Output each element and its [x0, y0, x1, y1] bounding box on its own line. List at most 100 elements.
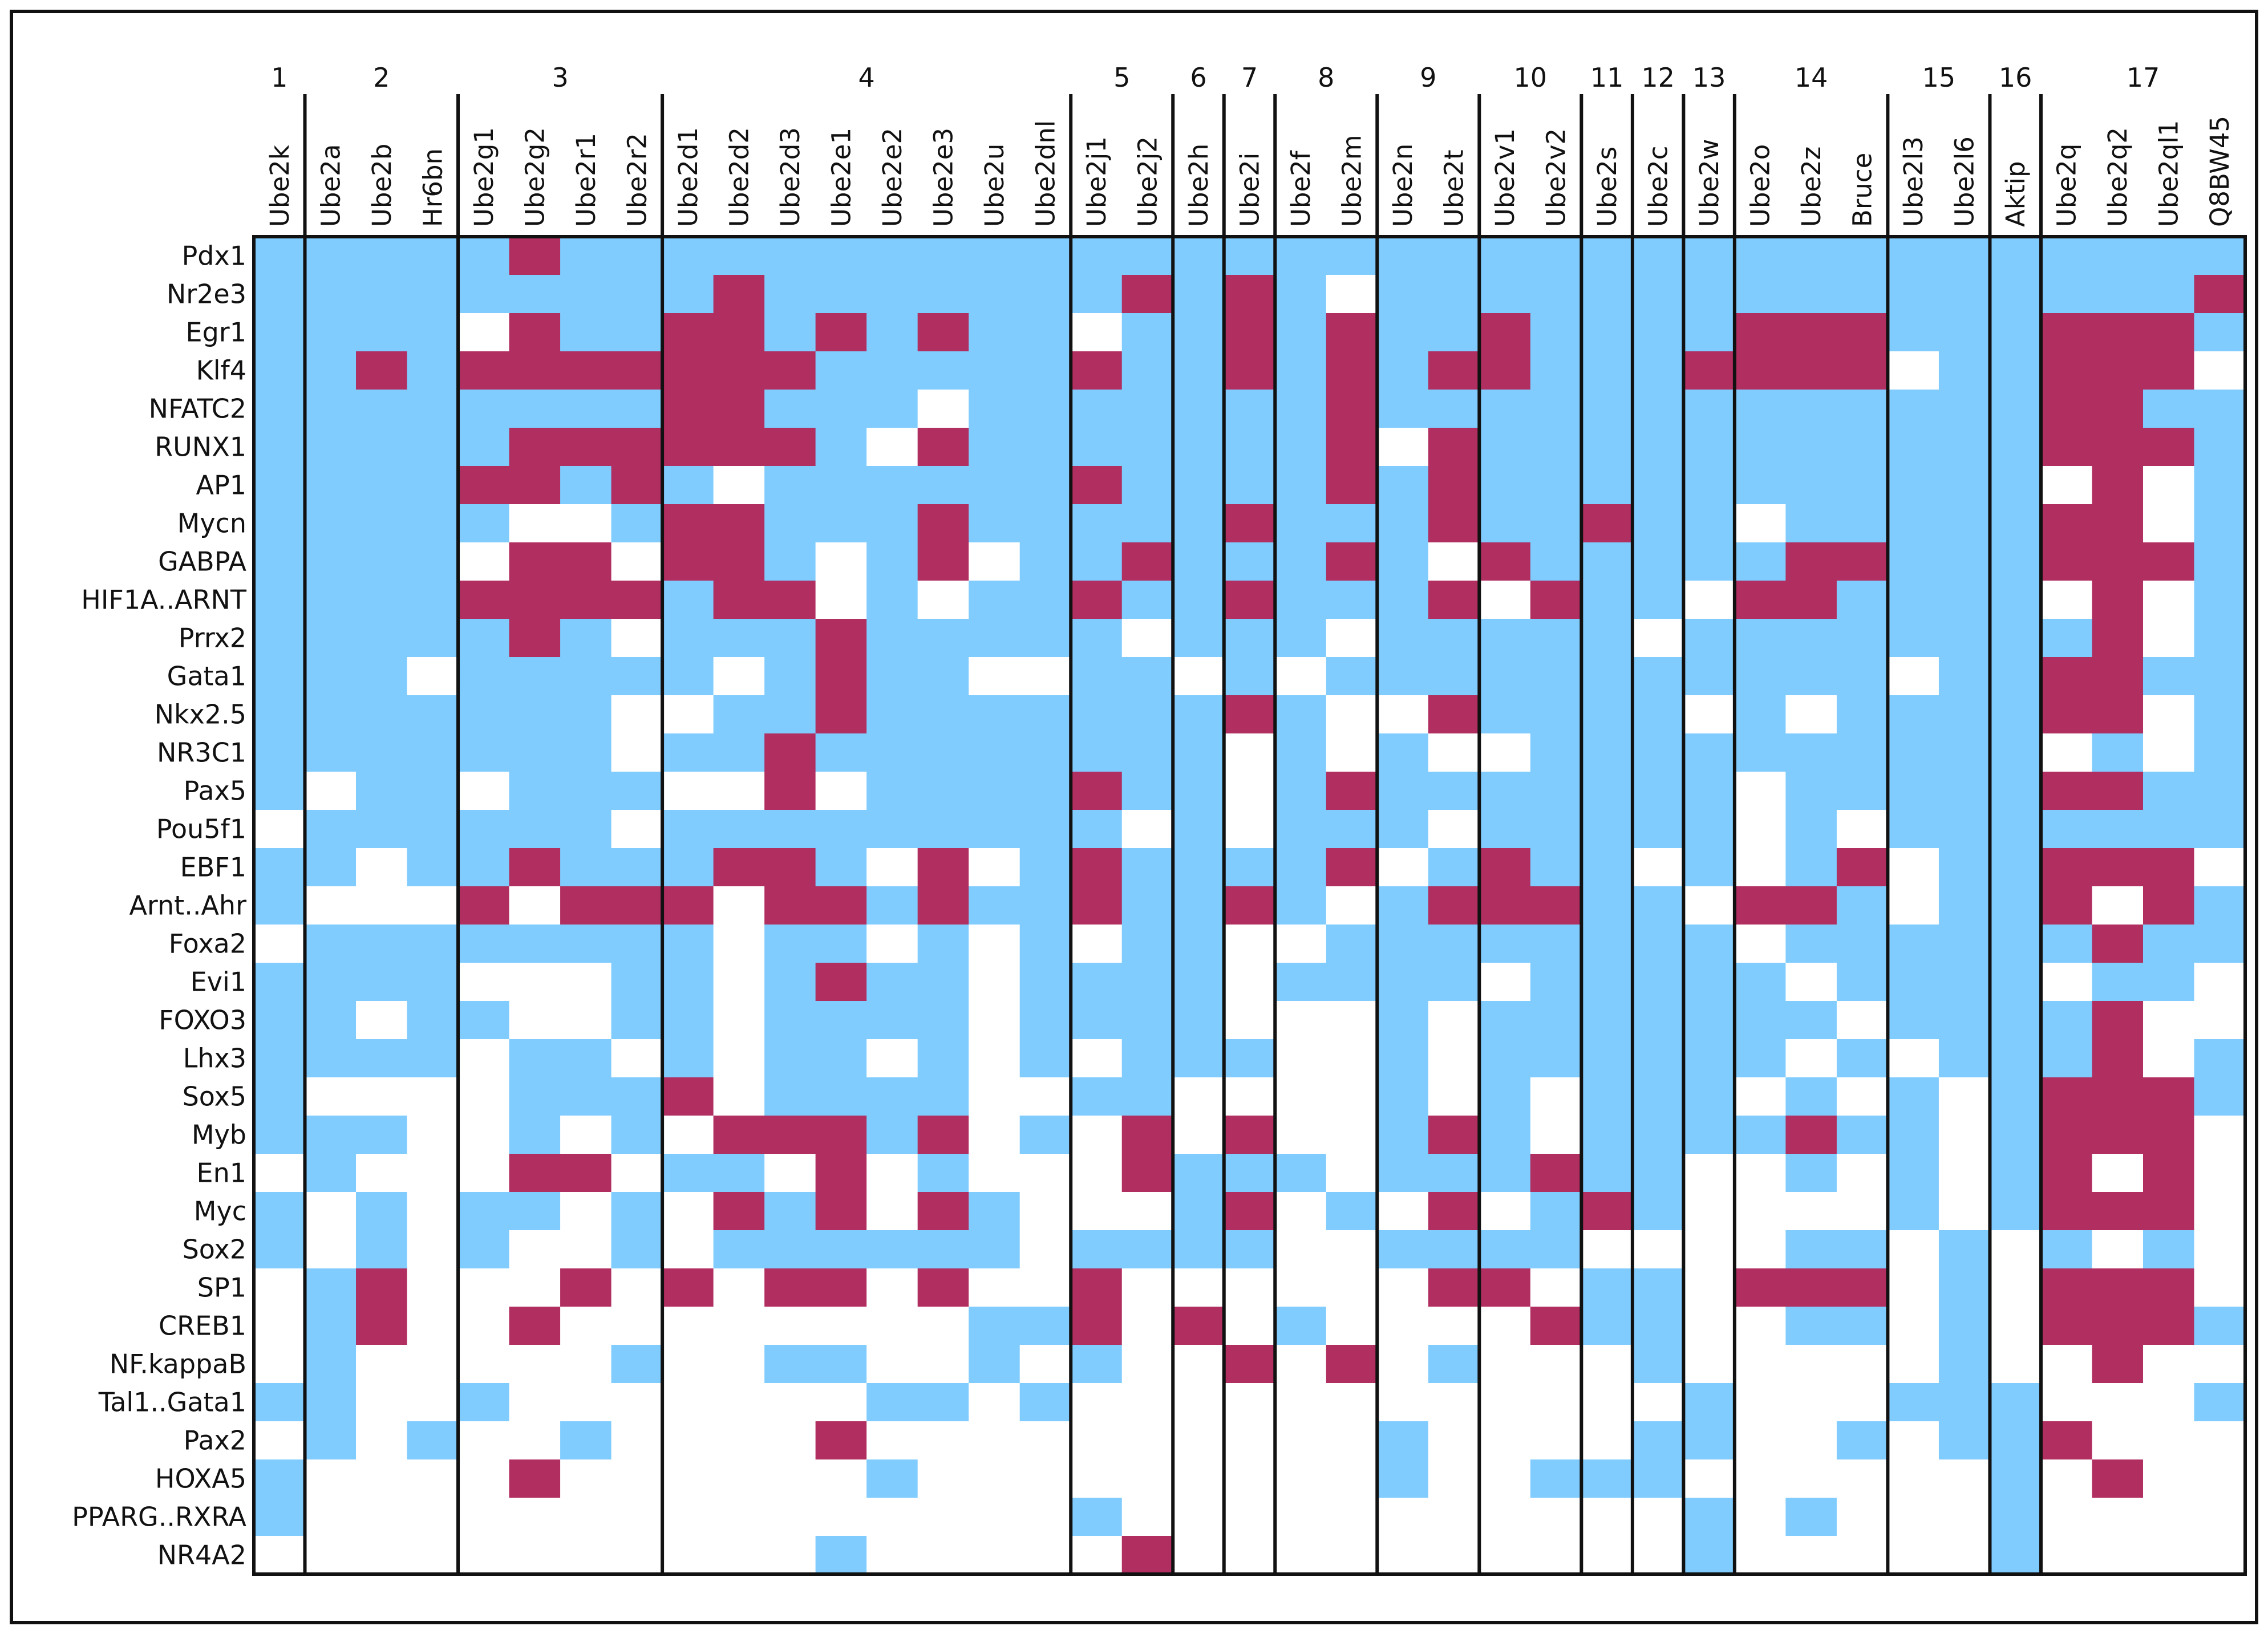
heatmap-cell — [1479, 1421, 1531, 1460]
heatmap-cell — [254, 581, 306, 619]
row-label: Nkx2.5 — [155, 699, 246, 730]
heatmap-cell — [305, 772, 357, 810]
row-label: Klf4 — [196, 355, 246, 386]
column-label: Ube2r1 — [571, 133, 601, 227]
heatmap-cell — [1530, 542, 1582, 581]
heatmap-cell — [1581, 1154, 1633, 1193]
heatmap-cell — [866, 1192, 918, 1231]
heatmap-cell — [407, 1536, 459, 1575]
heatmap-cell — [458, 351, 510, 390]
column-label: Ube2c — [1643, 145, 1674, 227]
heatmap-cell — [2143, 1383, 2195, 1422]
heatmap-cell — [458, 1498, 510, 1536]
heatmap-cell — [1632, 772, 1684, 810]
heatmap-cell — [254, 351, 306, 390]
heatmap-cell — [1888, 1536, 1939, 1575]
row-label: PPARG..RXRA — [72, 1502, 246, 1532]
heatmap-cell — [1377, 1498, 1429, 1536]
heatmap-cell — [1938, 963, 1991, 1002]
heatmap-cell — [713, 351, 765, 390]
heatmap-cell — [1019, 695, 1071, 734]
heatmap-cell — [2092, 695, 2144, 734]
heatmap-cell — [764, 1383, 816, 1422]
column-label: Ube2s — [1592, 147, 1622, 227]
heatmap-cell — [1836, 886, 1889, 925]
heatmap-cell — [917, 1421, 969, 1460]
heatmap-cell — [1632, 275, 1684, 314]
heatmap-cell — [1734, 1459, 1786, 1498]
heatmap-cell — [1734, 1116, 1786, 1154]
heatmap-cell — [509, 1383, 561, 1422]
heatmap-cell — [662, 1498, 714, 1536]
heatmap-cell — [1683, 886, 1735, 925]
heatmap-cell — [1683, 504, 1735, 543]
heatmap-cell — [2040, 1192, 2093, 1231]
heatmap-cell — [764, 619, 816, 658]
heatmap-cell — [815, 1421, 867, 1460]
heatmap-cell — [815, 1307, 867, 1345]
heatmap-cell — [1734, 1230, 1786, 1269]
heatmap-cell — [815, 1039, 867, 1078]
heatmap-cell — [1530, 428, 1582, 467]
heatmap-cell — [2092, 810, 2144, 849]
heatmap-cell — [1938, 1383, 1991, 1422]
heatmap-cell — [764, 1307, 816, 1345]
heatmap-cell — [2092, 1192, 2144, 1231]
heatmap-cell — [1121, 1307, 1173, 1345]
column-label: Ube2o — [1745, 144, 1776, 227]
heatmap-cell — [1428, 657, 1480, 696]
heatmap-cell — [560, 1230, 612, 1269]
heatmap-cell — [1428, 466, 1480, 505]
heatmap-cell — [713, 1268, 765, 1307]
heatmap-cell — [305, 313, 357, 352]
heatmap-cell — [1377, 925, 1429, 963]
heatmap-cell — [407, 466, 459, 505]
heatmap-cell — [2040, 466, 2093, 505]
heatmap-cell — [1632, 237, 1684, 275]
heatmap-cell — [458, 428, 510, 467]
heatmap-cell — [458, 772, 510, 810]
heatmap-cell — [1479, 1230, 1531, 1269]
heatmap-cell — [662, 848, 714, 887]
heatmap-cell — [1836, 772, 1889, 810]
heatmap-cell — [1683, 1459, 1735, 1498]
heatmap-cell — [1071, 848, 1123, 887]
heatmap-cell — [1888, 1077, 1939, 1116]
heatmap-cell — [2092, 237, 2144, 275]
heatmap-cell — [815, 237, 867, 275]
heatmap-cell — [1173, 695, 1225, 734]
heatmap-cell — [509, 886, 561, 925]
heatmap-cell — [2040, 925, 2093, 963]
heatmap-cell — [2194, 1077, 2246, 1116]
heatmap-cell — [1530, 1345, 1582, 1384]
heatmap-cell — [1938, 657, 1991, 696]
heatmap-cell — [1019, 1268, 1071, 1307]
heatmap-cell — [1121, 313, 1173, 352]
heatmap-cell — [1683, 1154, 1735, 1193]
heatmap-cell — [1836, 581, 1889, 619]
heatmap-cell — [407, 428, 459, 467]
heatmap-cell — [458, 1459, 510, 1498]
heatmap-cell — [2143, 848, 2195, 887]
heatmap-cell — [407, 963, 459, 1002]
heatmap-cell — [1019, 925, 1071, 963]
heatmap-cell — [969, 1459, 1020, 1498]
heatmap-cell — [662, 542, 714, 581]
heatmap-cell — [1326, 1383, 1378, 1422]
heatmap-cell — [2040, 1307, 2093, 1345]
heatmap-cell — [1479, 657, 1531, 696]
heatmap-cell — [1836, 1536, 1889, 1575]
heatmap-cell — [254, 1039, 306, 1078]
heatmap-cell — [509, 1345, 561, 1384]
heatmap-cell — [1173, 1307, 1225, 1345]
column-label: Ube2d2 — [724, 127, 754, 227]
heatmap-cell — [1530, 351, 1582, 390]
heatmap-cell — [662, 1459, 714, 1498]
heatmap-cell — [1888, 1230, 1939, 1269]
heatmap-cell — [1938, 1459, 1991, 1498]
heatmap-cell — [2194, 733, 2246, 772]
heatmap-cell — [1530, 1307, 1582, 1345]
heatmap-cell — [662, 657, 714, 696]
heatmap-cell — [1019, 1039, 1071, 1078]
heatmap-cell — [1173, 428, 1225, 467]
